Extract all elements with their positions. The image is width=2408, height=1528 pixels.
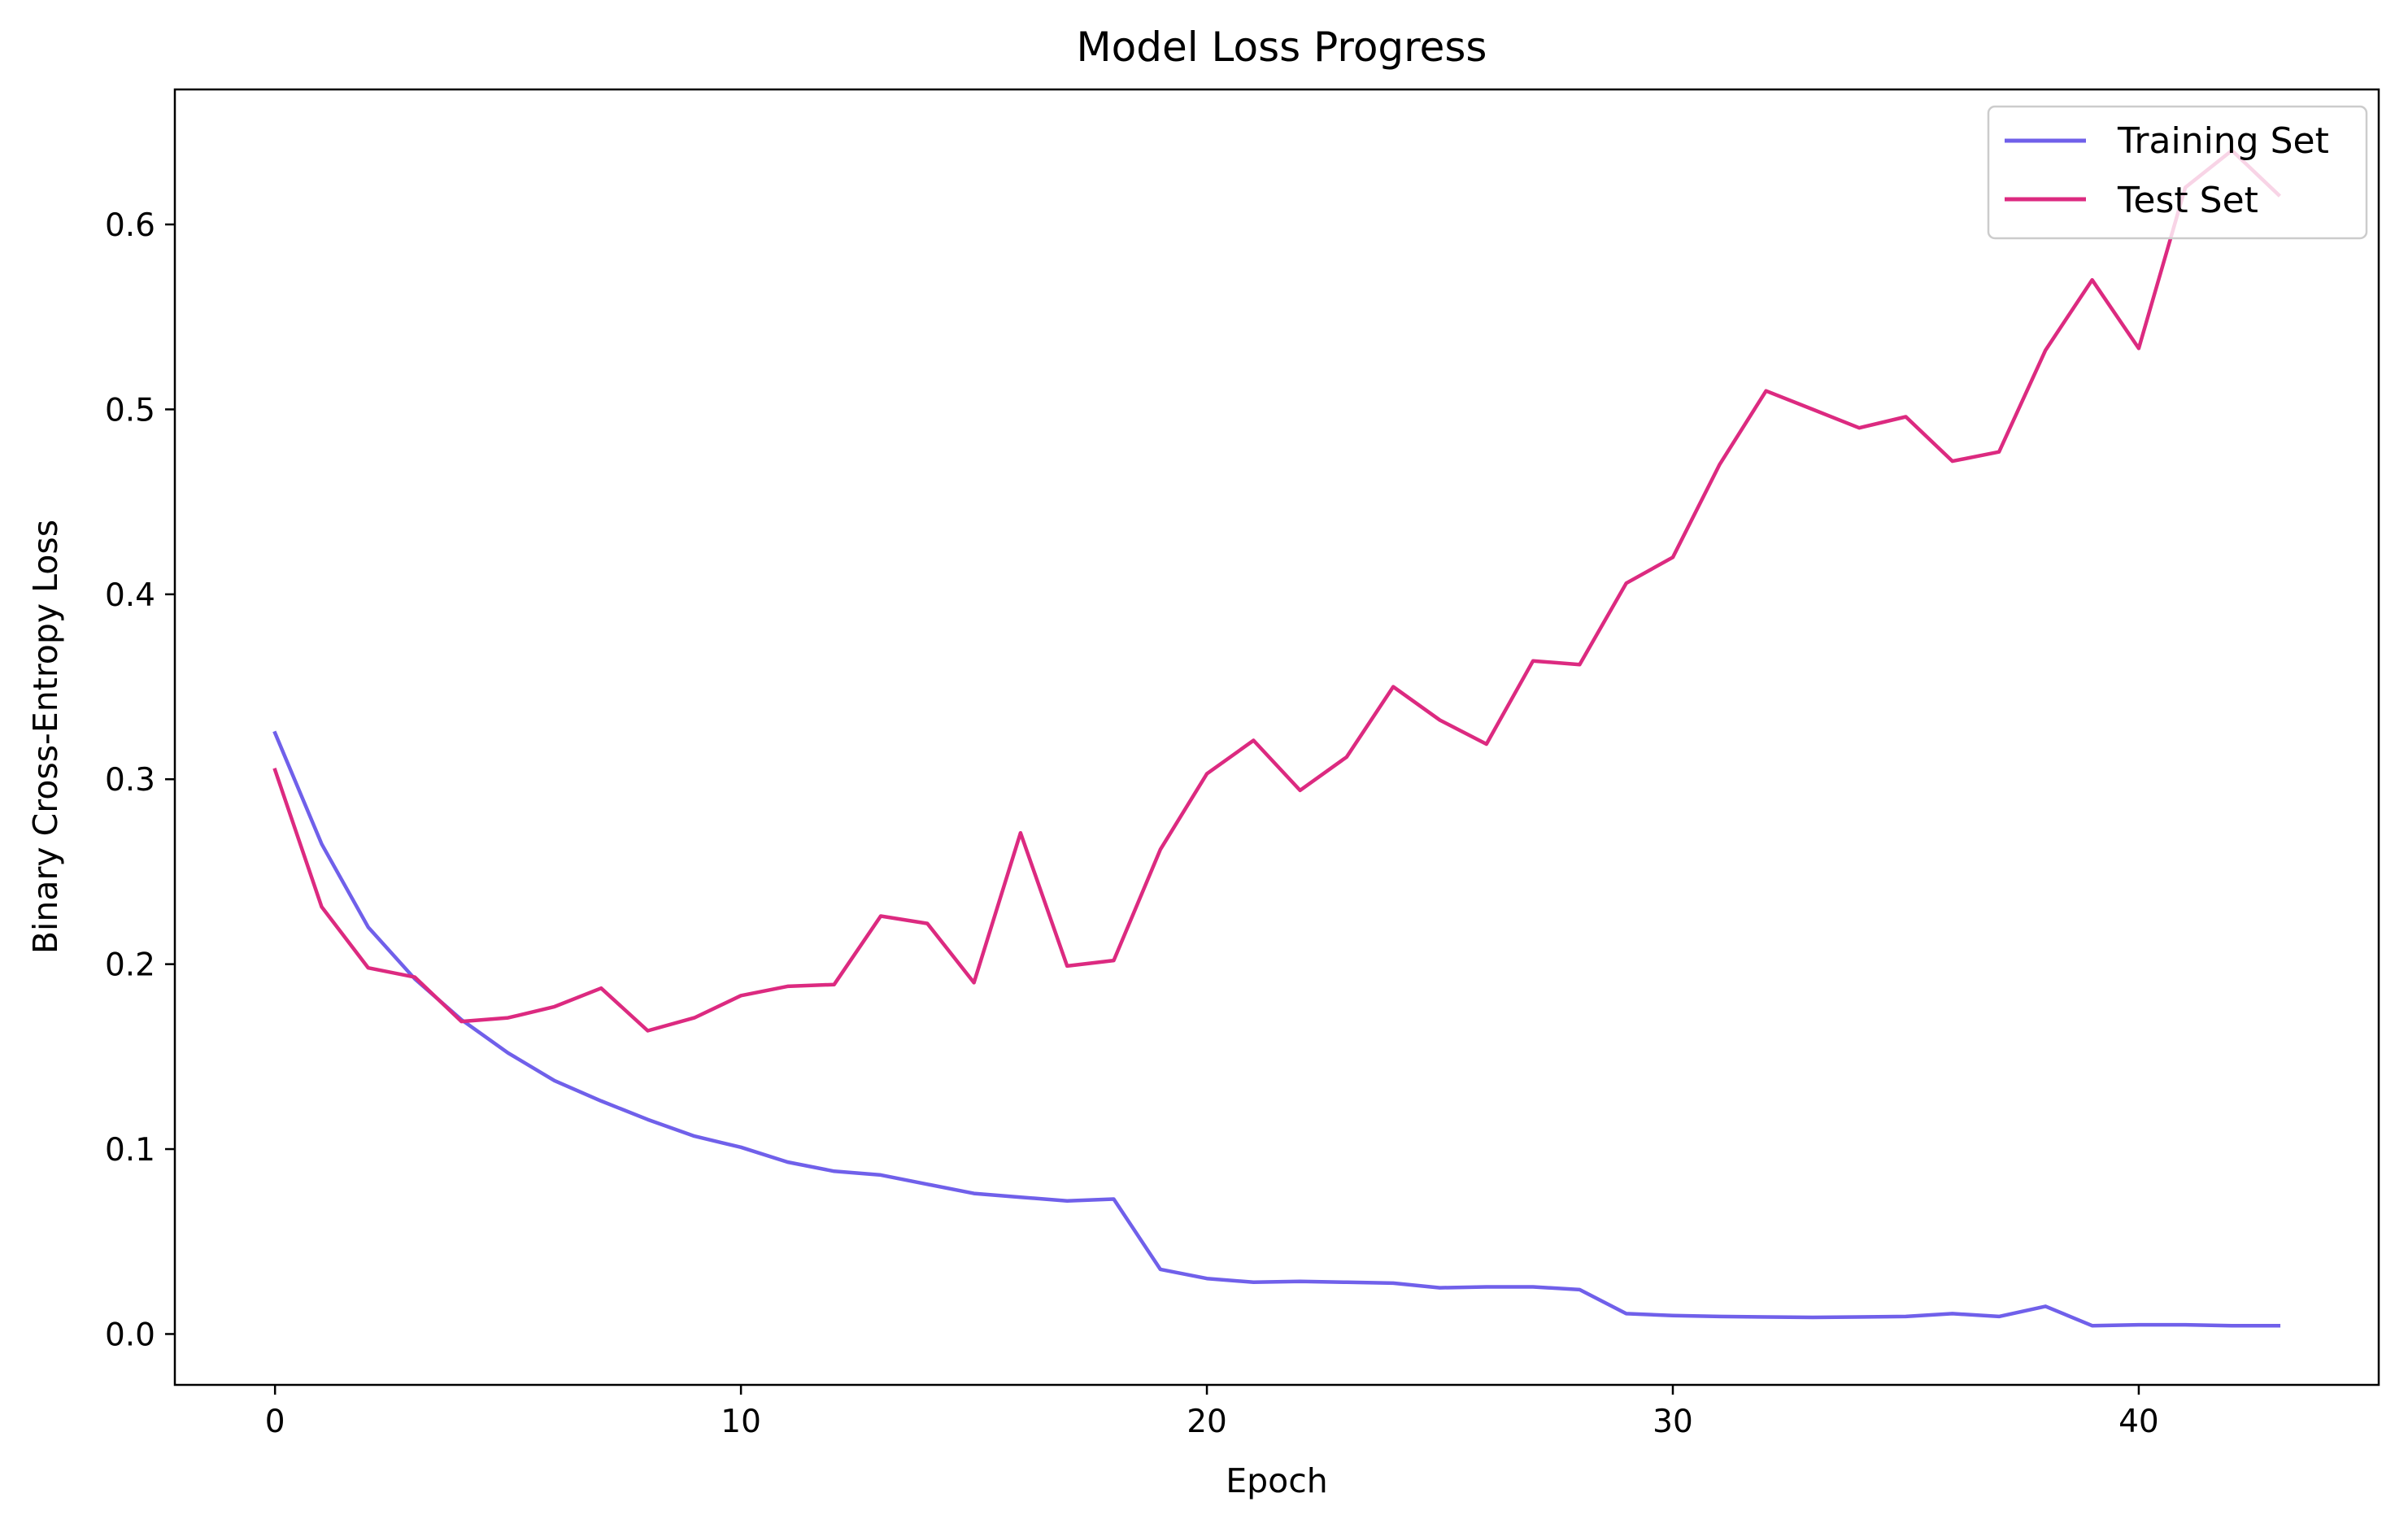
- x-tick-label: 10: [721, 1404, 761, 1440]
- y-axis-label: Binary Cross-Entropy Loss: [26, 520, 65, 954]
- series-layer: [272, 148, 2281, 1328]
- y-tick-label: 0.0: [105, 1317, 155, 1353]
- legend: Training Set Test Set: [1987, 105, 2368, 240]
- x-tick-label: 40: [2118, 1404, 2159, 1440]
- y-tick-label: 0.4: [105, 577, 155, 614]
- x-axis-label: Epoch: [1226, 1461, 1328, 1500]
- x-tick-label: 0: [265, 1404, 285, 1440]
- series-line-test: [272, 148, 2281, 1033]
- x-tick-label: 20: [1187, 1404, 1227, 1440]
- y-tick-label: 0.3: [105, 762, 155, 799]
- y-tick-label: 0.1: [105, 1132, 155, 1169]
- y-tick-label: 0.6: [105, 207, 155, 244]
- y-axis: 0.0 0.1 0.2 0.3 0.4 0.5 0.6: [105, 207, 175, 1353]
- legend-label-training: Training Set: [2117, 120, 2329, 162]
- chart-title: Model Loss Progress: [1077, 24, 1487, 71]
- series-line-training: [272, 730, 2281, 1328]
- plot-frame: [173, 88, 2380, 1387]
- x-tick-label: 30: [1653, 1404, 1693, 1440]
- legend-label-test: Test Set: [2117, 180, 2258, 221]
- y-tick-label: 0.2: [105, 947, 155, 984]
- x-axis: 0 10 20 30 40: [265, 1385, 2159, 1440]
- y-tick-label: 0.5: [105, 392, 155, 429]
